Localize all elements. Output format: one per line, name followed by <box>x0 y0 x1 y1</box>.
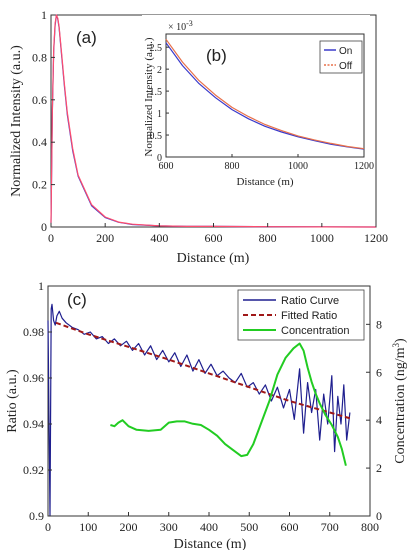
panel-c-y-right-tick-label: 4 <box>376 413 382 427</box>
panel-b-x-tick-label: 600 <box>159 161 174 172</box>
panel-c-legend-label-fitted-ratio: Fitted Ratio <box>281 310 337 322</box>
panel-a-x-tick-label: 200 <box>96 231 114 245</box>
panel-b-y-tick-label: 2.5 <box>150 43 163 54</box>
panel-a-x-tick-label: 600 <box>205 231 223 245</box>
panel-c-y-tick-label: 1 <box>38 279 44 293</box>
panel-c-series-line-2 <box>110 342 347 466</box>
panel-a-x-tick-label: 800 <box>259 231 277 245</box>
panel-a-x-tick-label: 1000 <box>310 231 334 245</box>
panel-b-legend: On Off <box>319 40 363 74</box>
panel-b-x-tick-label: 1000 <box>288 161 308 172</box>
panel-c-x-tick-label: 300 <box>160 520 178 534</box>
panel-a-series-line-1 <box>50 14 377 228</box>
panel-a-y-tick-label: 1 <box>41 8 47 22</box>
panel-c-y-ticks-left: 0.9 0.92 0.94 0.96 0.98 1 <box>23 279 52 523</box>
panel-c-x-tick-label: 0 <box>45 520 51 534</box>
panel-c-y-tick-label: 0.92 <box>23 463 44 477</box>
panel-b-x-ticks: 600 800 1000 1200 <box>159 154 374 172</box>
panel-a-x-ticks: 0 200 400 600 800 1000 1200 <box>48 223 388 245</box>
panel-a-x-tick-label: 0 <box>48 231 54 245</box>
panel-b-legend-label-on: On <box>339 46 352 57</box>
panel-b-legend-box <box>319 40 363 74</box>
panel-c-y-right-tick-label: 0 <box>376 509 382 523</box>
panel-c-legend: Ratio Curve Fitted Ratio Concentration <box>237 289 365 341</box>
panel-b-x-tick-label: 800 <box>225 161 240 172</box>
panel-a-x-axis-label: Distance (m) <box>177 251 250 266</box>
panel-b-series-line-0 <box>165 42 365 150</box>
panel-c-y-tick-label: 0.9 <box>29 509 44 523</box>
panel-c-y-right-tick-label: 2 <box>376 461 382 475</box>
panel-c-x-tick-label: 700 <box>321 520 339 534</box>
panel-b-x-tick-label: 1200 <box>354 161 374 172</box>
panel-c-x-tick-label: 800 <box>361 520 379 534</box>
panel-a-y-tick-label: 0.2 <box>32 178 47 192</box>
panel-a-series-layer <box>50 14 377 228</box>
panel-c-y-ticks-right: 0 2 4 6 8 <box>366 317 382 523</box>
panel-c-x-tick-label: 400 <box>200 520 218 534</box>
panel-b-y-tick-label: 1 <box>157 109 162 120</box>
panel-a-label: (a) <box>76 28 97 47</box>
panel-c-label: (c) <box>67 290 87 309</box>
panel-a-y-tick-label: 0.4 <box>32 135 47 149</box>
panel-b-y-tick-label: 0.5 <box>150 131 163 142</box>
panel-c-x-ticks: 0 100 200 300 400 500 600 700 800 <box>45 512 379 534</box>
panel-b-series-layer <box>165 38 365 150</box>
panel-c-y-right-tick-label: 8 <box>376 317 382 331</box>
panel-c-y-tick-label: 0.98 <box>23 325 44 339</box>
panel-c-y-tick-label: 0.96 <box>23 371 44 385</box>
panel-c-legend-label-concentration: Concentration <box>281 325 350 337</box>
panel-b-series-line-1 <box>165 38 365 150</box>
panel-c-y-tick-label: 0.94 <box>23 417 44 431</box>
panel-a-x-tick-label: 1200 <box>364 231 388 245</box>
panel-c-x-axis-label: Distance (m) <box>174 537 247 550</box>
panel-a-y-tick-label: 0.6 <box>32 93 47 107</box>
panel-c-x-tick-label: 600 <box>281 520 299 534</box>
panel-c: 0 100 200 300 400 500 600 700 800 0.90.920.940.9… <box>5 279 408 550</box>
panel-b-y-ticks: 0 0.5 1 1.5 2 2.5 <box>150 43 169 164</box>
panel-c-x-tick-label: 200 <box>120 520 138 534</box>
panel-b-inset: 600 800 1000 1200 0 0.5 1 1.5 2 2.5 (b) × 10-3 D… <box>142 15 374 188</box>
panel-b-y-tick-label: 0 <box>157 153 162 164</box>
panel-c-legend-label-ratio-curve: Ratio Curve <box>281 295 339 307</box>
panel-c-series-line-1 <box>55 321 351 420</box>
panel-b-legend-label-off: Off <box>339 61 352 72</box>
panel-c-y-right-tick-label: 6 <box>376 365 382 379</box>
panel-a-x-tick-label: 400 <box>150 231 168 245</box>
panel-a-y-tick-label: 0 <box>41 220 47 234</box>
panel-c-x-tick-label: 500 <box>240 520 258 534</box>
panel-c-y-axis-label: Ratio (a.u.) <box>5 369 20 433</box>
panel-c-series-layer <box>47 303 351 517</box>
panel-c-y-axis-right-label: Concentration (ng/m3) <box>391 338 408 464</box>
panel-c-x-tick-label: 100 <box>79 520 97 534</box>
panel-b-y-tick-label: 1.5 <box>150 87 163 98</box>
panel-a-y-axis-label: Normalized Intensity (a.u.) <box>9 45 24 197</box>
panel-a-y-tick-label: 0.8 <box>32 50 47 64</box>
panel-b-label: (b) <box>206 46 227 65</box>
panel-b-y-tick-label: 2 <box>157 65 162 76</box>
panel-b-y-axis-label: Normalized Intensity (a.u.) <box>143 37 155 156</box>
panel-b-x-axis-label: Distance (m) <box>236 176 293 188</box>
panel-a-y-ticks: 0 0.2 0.4 0.6 0.8 1 <box>32 8 55 234</box>
panel-b-y-multiplier: × 10-3 <box>168 19 193 33</box>
panel-c-series-line-0 <box>47 303 351 517</box>
